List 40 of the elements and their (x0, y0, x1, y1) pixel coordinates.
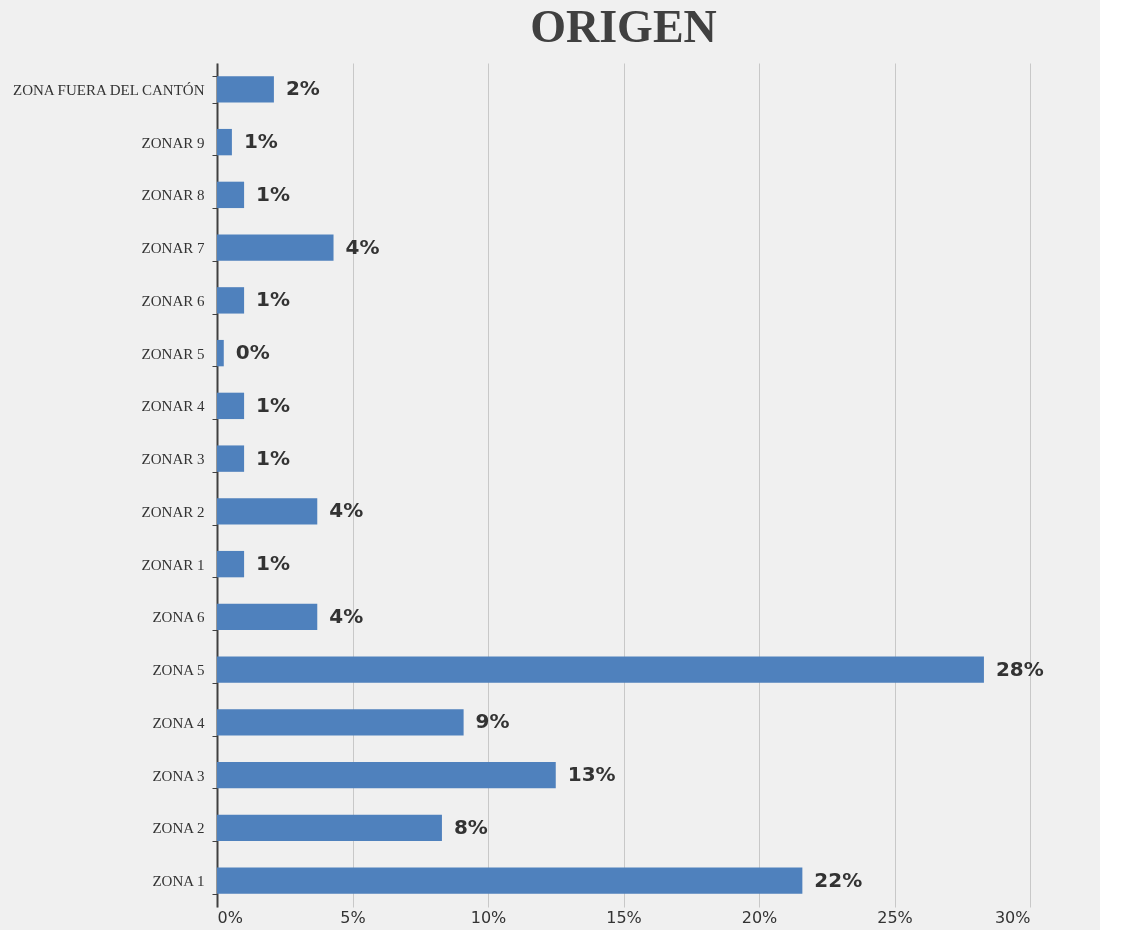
data-label: 9% (475, 709, 510, 734)
x-tick-label: 25% (877, 907, 913, 927)
data-label: 28% (995, 656, 1044, 681)
chart-title: ORIGEN (530, 1, 717, 52)
y-tick-label: ZONA 2 (152, 820, 205, 837)
y-tick-label: ZONAR 9 (141, 134, 205, 151)
data-label: 1% (256, 287, 291, 312)
x-tick-label: 5% (340, 907, 366, 927)
x-tick-label: 15% (606, 907, 642, 927)
data-label: 1% (256, 181, 291, 206)
data-label: 1% (256, 392, 291, 417)
data-label: 4% (329, 603, 364, 628)
x-tick-label: 0% (217, 907, 243, 927)
data-label: 2% (285, 76, 320, 101)
y-tick-label: ZONA FUERA DEL CANTÓN (12, 81, 205, 98)
y-tick-label: ZONAR 5 (141, 345, 205, 362)
y-tick-label: ZONAR 6 (141, 292, 205, 309)
data-label: 4% (329, 498, 364, 523)
y-tick-label: ZONA 4 (152, 714, 205, 731)
data-label: 22% (814, 867, 863, 892)
y-tick-label: ZONA 6 (152, 609, 205, 626)
data-label: 4% (345, 234, 380, 259)
y-tick-label: ZONA 1 (152, 873, 205, 890)
x-tick-label: 10% (470, 907, 507, 927)
data-label: 1% (256, 551, 291, 576)
y-tick-label: ZONAR 2 (141, 503, 205, 520)
x-tick-label: 20% (741, 907, 778, 927)
y-tick-label: ZONA 5 (152, 662, 205, 679)
y-tick-label: ZONAR 3 (141, 451, 205, 468)
data-label: 0% (235, 340, 270, 365)
data-label: 1% (243, 129, 278, 154)
x-tick-label: 30% (994, 907, 1031, 927)
data-label: 13% (567, 762, 616, 787)
y-tick-label: ZONAR 8 (141, 187, 205, 204)
data-label: 1% (256, 445, 291, 470)
y-tick-label: ZONAR 7 (141, 240, 205, 257)
y-tick-label: ZONA 3 (152, 767, 205, 784)
y-tick-label: ZONAR 4 (141, 398, 205, 415)
data-label: 8% (453, 814, 488, 839)
y-tick-label: ZONAR 1 (141, 556, 205, 573)
